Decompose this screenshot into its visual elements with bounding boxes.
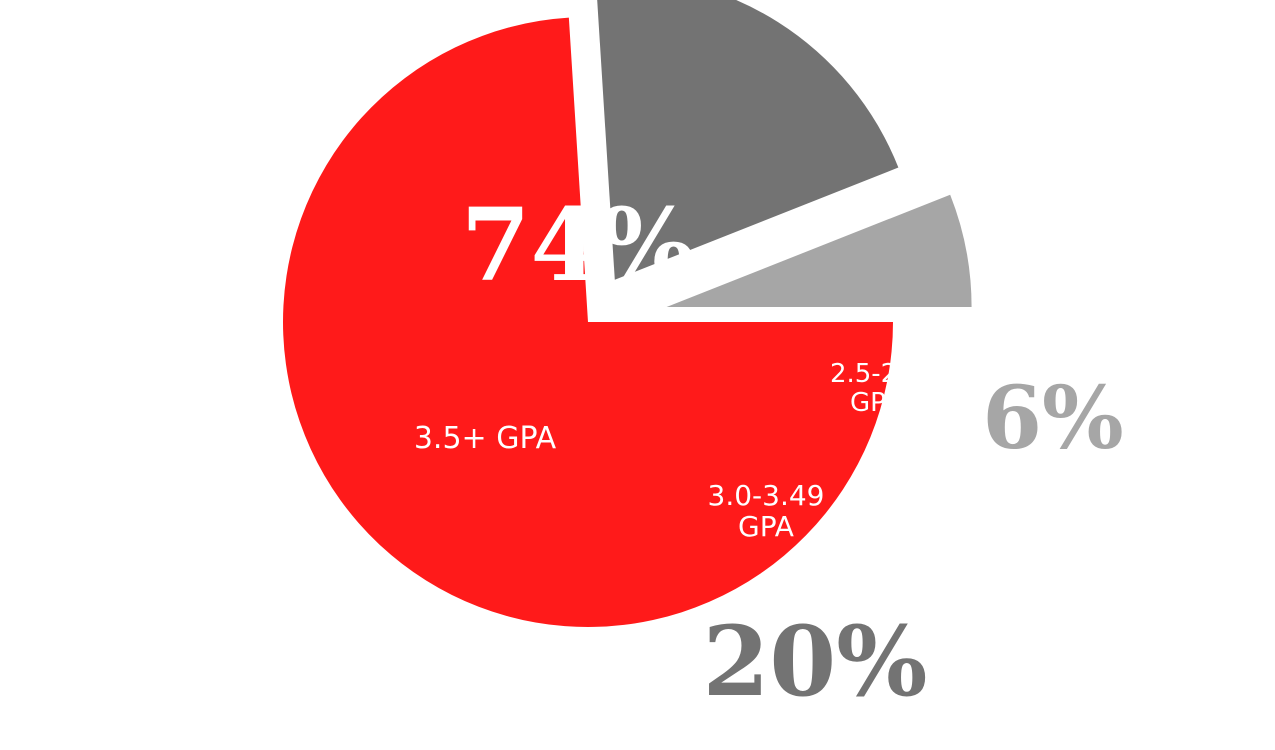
- pie-slice-2-5-2-9-gpa: [666, 194, 972, 308]
- slice-label-line: 3.5+ GPA: [414, 421, 557, 456]
- slice-value-label: 6%: [982, 368, 1124, 469]
- slice-value-label: 20%: [703, 605, 928, 718]
- slice-label: 3.0-3.49 GPA: [708, 479, 825, 543]
- pie-slice-3-5-gpa: [283, 17, 893, 627]
- slice-label: 2.5-2.9 GPA: [830, 359, 922, 418]
- slice-label: 3.5+ GPA: [414, 421, 557, 456]
- slice-label-line: GPA: [738, 510, 794, 543]
- slice-value-label: 74%: [461, 186, 695, 304]
- slice-label-line: 2.5-2.9: [830, 359, 922, 389]
- pie-slice-3-0-3-49-gpa: [597, 0, 899, 280]
- pie-slices: [283, 0, 972, 627]
- slice-label-line: GPA: [850, 388, 902, 418]
- slice-label-line: 3.0-3.49: [708, 479, 825, 512]
